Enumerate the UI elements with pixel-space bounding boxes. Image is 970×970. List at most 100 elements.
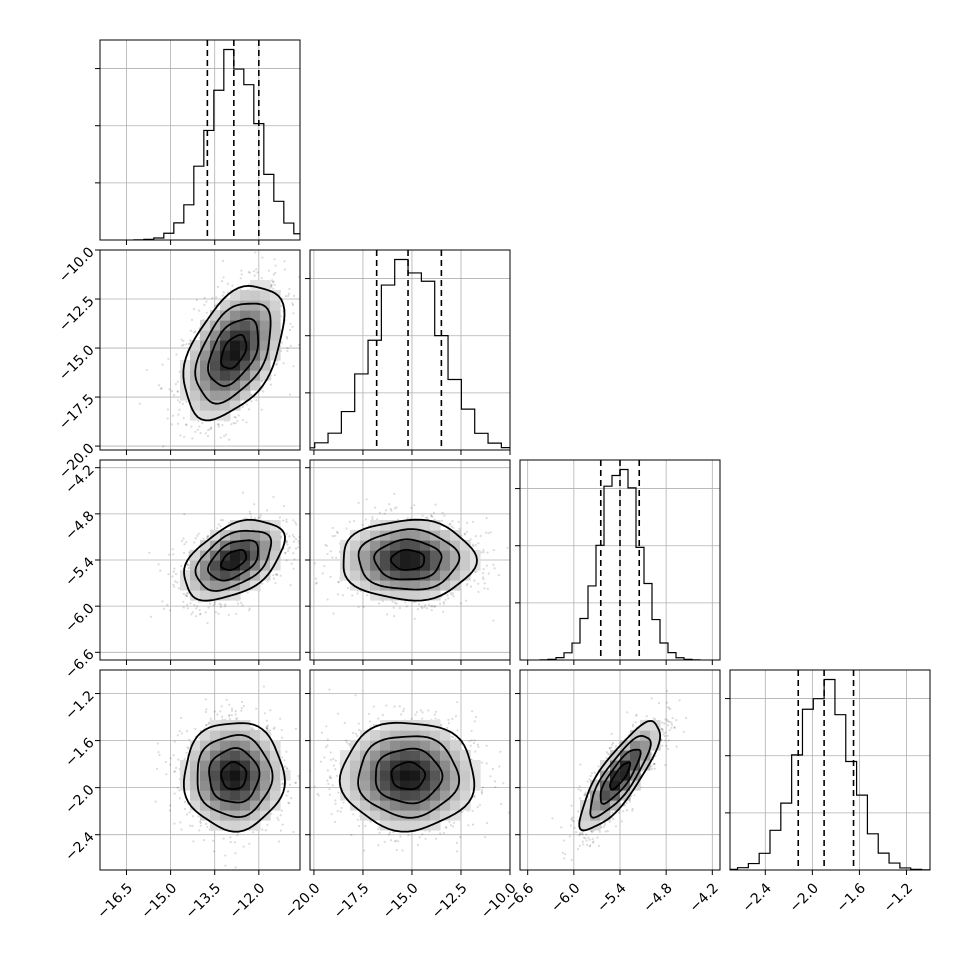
density-cell (450, 560, 461, 571)
density-cell (640, 730, 651, 741)
scatter-point (611, 811, 614, 814)
scatter-point (473, 794, 476, 798)
density-cell (240, 520, 251, 531)
scatter-point (259, 516, 262, 519)
scatter-point (650, 765, 653, 768)
scatter-point (426, 516, 429, 519)
scatter-point (262, 390, 265, 393)
scatter-point (668, 729, 671, 732)
density-cell (400, 780, 411, 791)
scatter-point (591, 841, 595, 844)
density-cell (250, 340, 261, 351)
scatter-point (447, 722, 450, 725)
scatter-point (315, 581, 318, 584)
panel-frame (99, 249, 301, 451)
density-cell (210, 570, 221, 581)
scatter-point (194, 537, 197, 540)
scatter-point (180, 828, 183, 831)
density-cell (630, 750, 641, 761)
density-cell (240, 790, 251, 801)
scatter-point (479, 534, 482, 538)
density-cell (250, 810, 261, 821)
scatter-point (203, 303, 206, 306)
scatter-point (588, 845, 591, 848)
scatter-point (598, 830, 601, 833)
scatter-point (485, 744, 488, 747)
density-cell (420, 800, 431, 811)
scatter-point (266, 724, 270, 727)
scatter-point (301, 777, 303, 779)
scatter-point (281, 783, 284, 786)
scatter-point (292, 552, 295, 555)
density-cell (410, 780, 421, 791)
density-cell (210, 380, 221, 391)
scatter-point (274, 363, 278, 366)
scatter-point (563, 857, 566, 860)
scatter-point (277, 818, 280, 822)
scatter-point (364, 518, 367, 521)
scatter-point (226, 282, 229, 285)
scatter-point (650, 752, 653, 755)
scatter-point (207, 429, 210, 432)
scatter-point (358, 825, 361, 828)
scatter-point (256, 271, 259, 274)
scatter-point (625, 801, 628, 805)
scatter-point (181, 344, 184, 347)
density-cell (220, 560, 231, 571)
scatter-point (285, 532, 288, 535)
scatter-point (463, 533, 466, 536)
scatter-point (206, 622, 209, 625)
scatter-point (430, 514, 433, 517)
density-cell (210, 770, 221, 781)
density-cell (210, 730, 221, 741)
density-cell (230, 740, 241, 751)
scatter-point (292, 535, 295, 539)
scatter-point (197, 815, 200, 818)
density-cell (390, 740, 401, 751)
scatter-point (335, 774, 338, 778)
density-cell (260, 350, 271, 361)
scatter-point (272, 577, 275, 580)
x-tick-label: −2.0 (787, 880, 822, 915)
density-cell (450, 570, 461, 581)
scatter-point (240, 707, 243, 710)
scatter-point (194, 330, 197, 333)
scatter-point (279, 814, 282, 817)
scatter-point (494, 786, 497, 789)
scatter-point (410, 506, 413, 509)
scatter-point (194, 727, 197, 731)
scatter-point (605, 756, 608, 760)
scatter-point (213, 602, 216, 606)
panel-frame (99, 39, 301, 241)
scatter-point (265, 719, 268, 722)
scatter-point (178, 401, 181, 404)
density-cell (180, 360, 191, 371)
x-tick-label: −1.2 (881, 880, 916, 915)
scatter-point (661, 728, 664, 731)
scatter-point (357, 722, 360, 725)
y-tick-label: −2.0 (62, 782, 97, 817)
density-cell (250, 740, 261, 751)
density-cell (200, 540, 211, 551)
density-cell (410, 520, 421, 531)
density-cell (380, 770, 391, 781)
scatter-point (513, 593, 515, 595)
scatter-point (274, 264, 277, 267)
scatter-point (269, 709, 272, 712)
scatter-point (313, 562, 316, 565)
density-map (180, 520, 281, 601)
density-cell (380, 760, 391, 771)
scatter-point (588, 778, 591, 781)
scatter-point (354, 694, 357, 697)
scatter-point (425, 516, 428, 519)
contour-3 (578, 719, 662, 832)
scatter-point (205, 537, 209, 540)
scatter-point (421, 607, 424, 610)
scatter-point (220, 705, 223, 708)
density-cell (650, 720, 661, 731)
scatter-point (450, 593, 453, 596)
scatter-point (407, 834, 410, 837)
density-cell (220, 590, 231, 601)
density-cell (370, 530, 381, 541)
density-cell (640, 740, 651, 751)
